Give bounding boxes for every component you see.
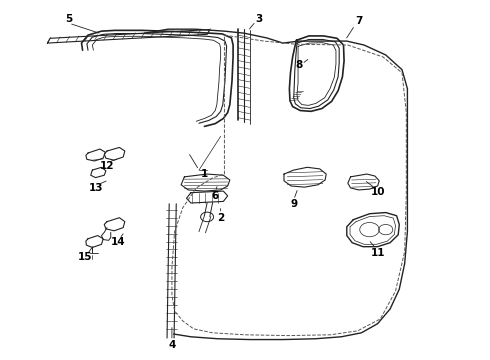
Text: 15: 15 <box>78 252 93 262</box>
Text: 11: 11 <box>370 248 385 258</box>
Text: 8: 8 <box>295 60 303 70</box>
Text: 1: 1 <box>201 169 208 179</box>
Text: 3: 3 <box>255 14 262 24</box>
Text: 7: 7 <box>355 16 363 26</box>
Text: 4: 4 <box>168 340 175 350</box>
Text: 14: 14 <box>110 237 125 247</box>
Text: 9: 9 <box>290 199 297 209</box>
Text: 5: 5 <box>66 14 73 24</box>
Text: 13: 13 <box>89 183 103 193</box>
Text: 6: 6 <box>212 191 219 201</box>
Text: 10: 10 <box>370 187 385 197</box>
Text: 12: 12 <box>99 161 114 171</box>
Text: 2: 2 <box>217 213 224 223</box>
